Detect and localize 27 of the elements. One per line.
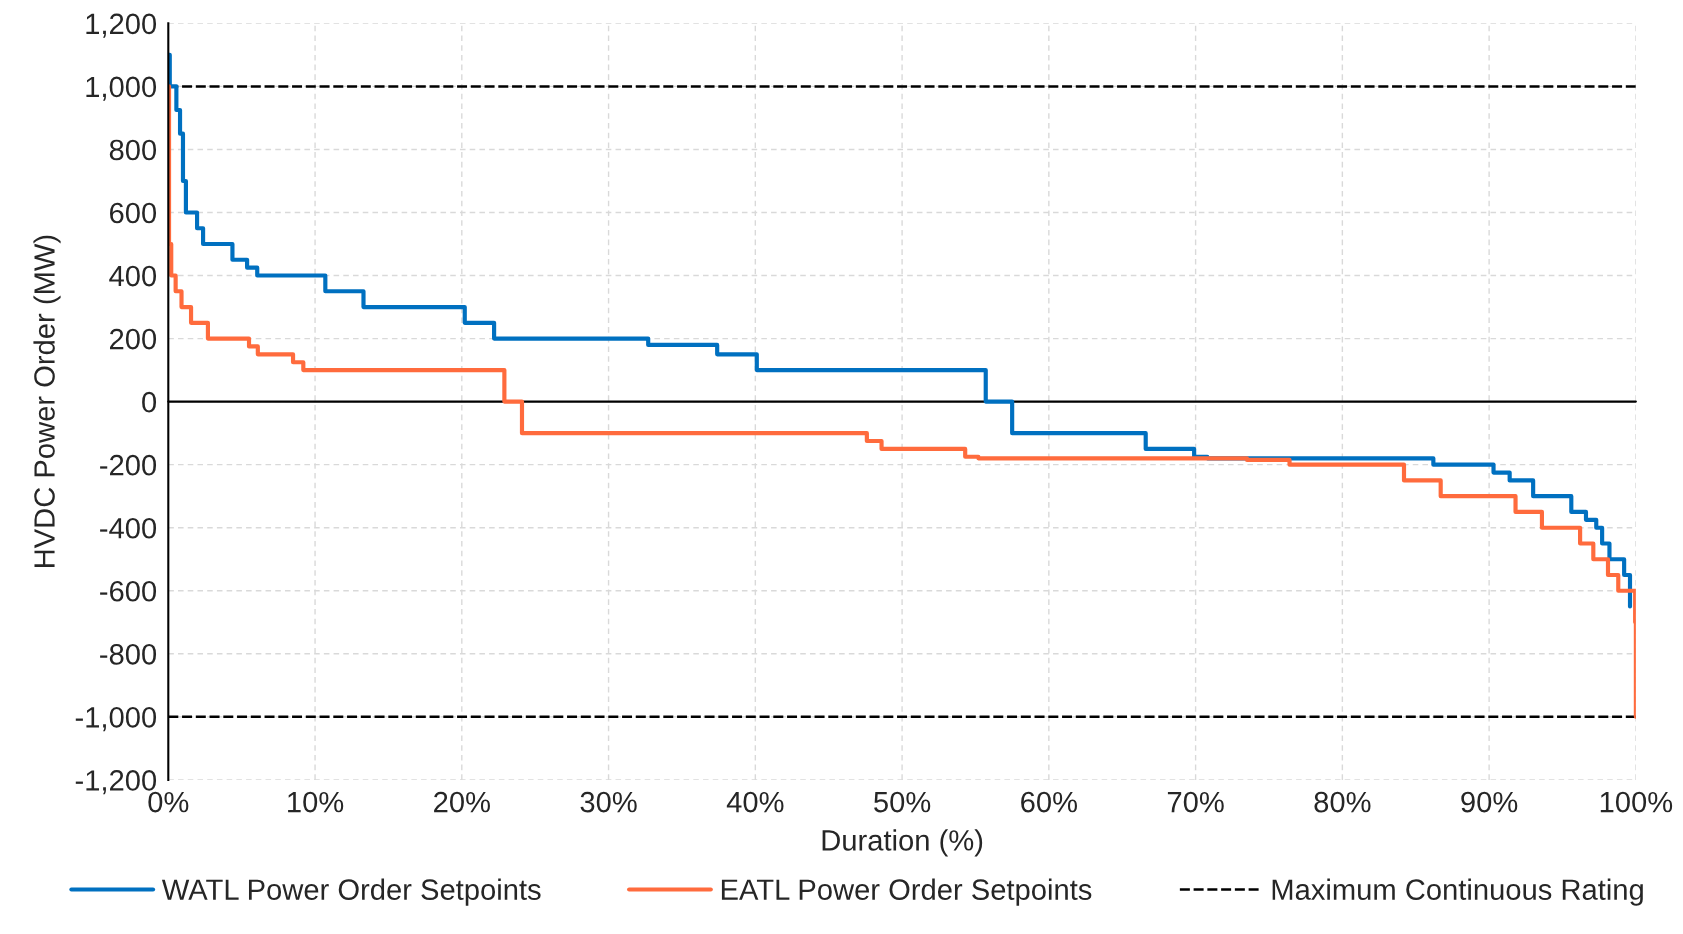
legend-label: WATL Power Order Setpoints	[161, 878, 541, 906]
y-tick-label: -800	[100, 644, 157, 665]
x-tick-label: 40%	[726, 791, 784, 813]
x-tick-label: 90%	[1461, 791, 1518, 813]
y-tick-label: -400	[100, 517, 157, 539]
x-tick-label: 50%	[874, 791, 931, 813]
x-tick-label: 10%	[288, 791, 344, 813]
y-axis-title: HVDC Power Order (MW)	[33, 235, 61, 567]
legend-label: EATL Power Order Setpoints	[721, 878, 1092, 906]
y-tick-label: 600	[110, 202, 157, 224]
y-tick-label: 200	[110, 328, 157, 350]
y-tick-label: -200	[100, 454, 157, 476]
x-tick-label: 100%	[1600, 791, 1673, 813]
legend-label: Maximum Continuous Rating	[1272, 878, 1643, 906]
x-tick-label: 30%	[580, 791, 637, 813]
y-tick-label: 1,200	[86, 13, 157, 38]
y-tick-label: 1,000	[86, 76, 157, 101]
x-axis-title: Duration (%)	[822, 829, 983, 857]
y-tick-label: 0	[142, 391, 157, 413]
y-tick-label: 800	[109, 139, 157, 161]
x-tick-label: 60%	[1021, 791, 1077, 813]
x-tick-label: 20%	[434, 791, 490, 813]
y-tick-label: 400	[109, 265, 157, 287]
x-tick-label: 80%	[1314, 791, 1371, 813]
y-tick-label: -1,000	[75, 707, 157, 732]
y-tick-label: -600	[100, 580, 157, 602]
x-tick-label: 70%	[1167, 791, 1224, 813]
